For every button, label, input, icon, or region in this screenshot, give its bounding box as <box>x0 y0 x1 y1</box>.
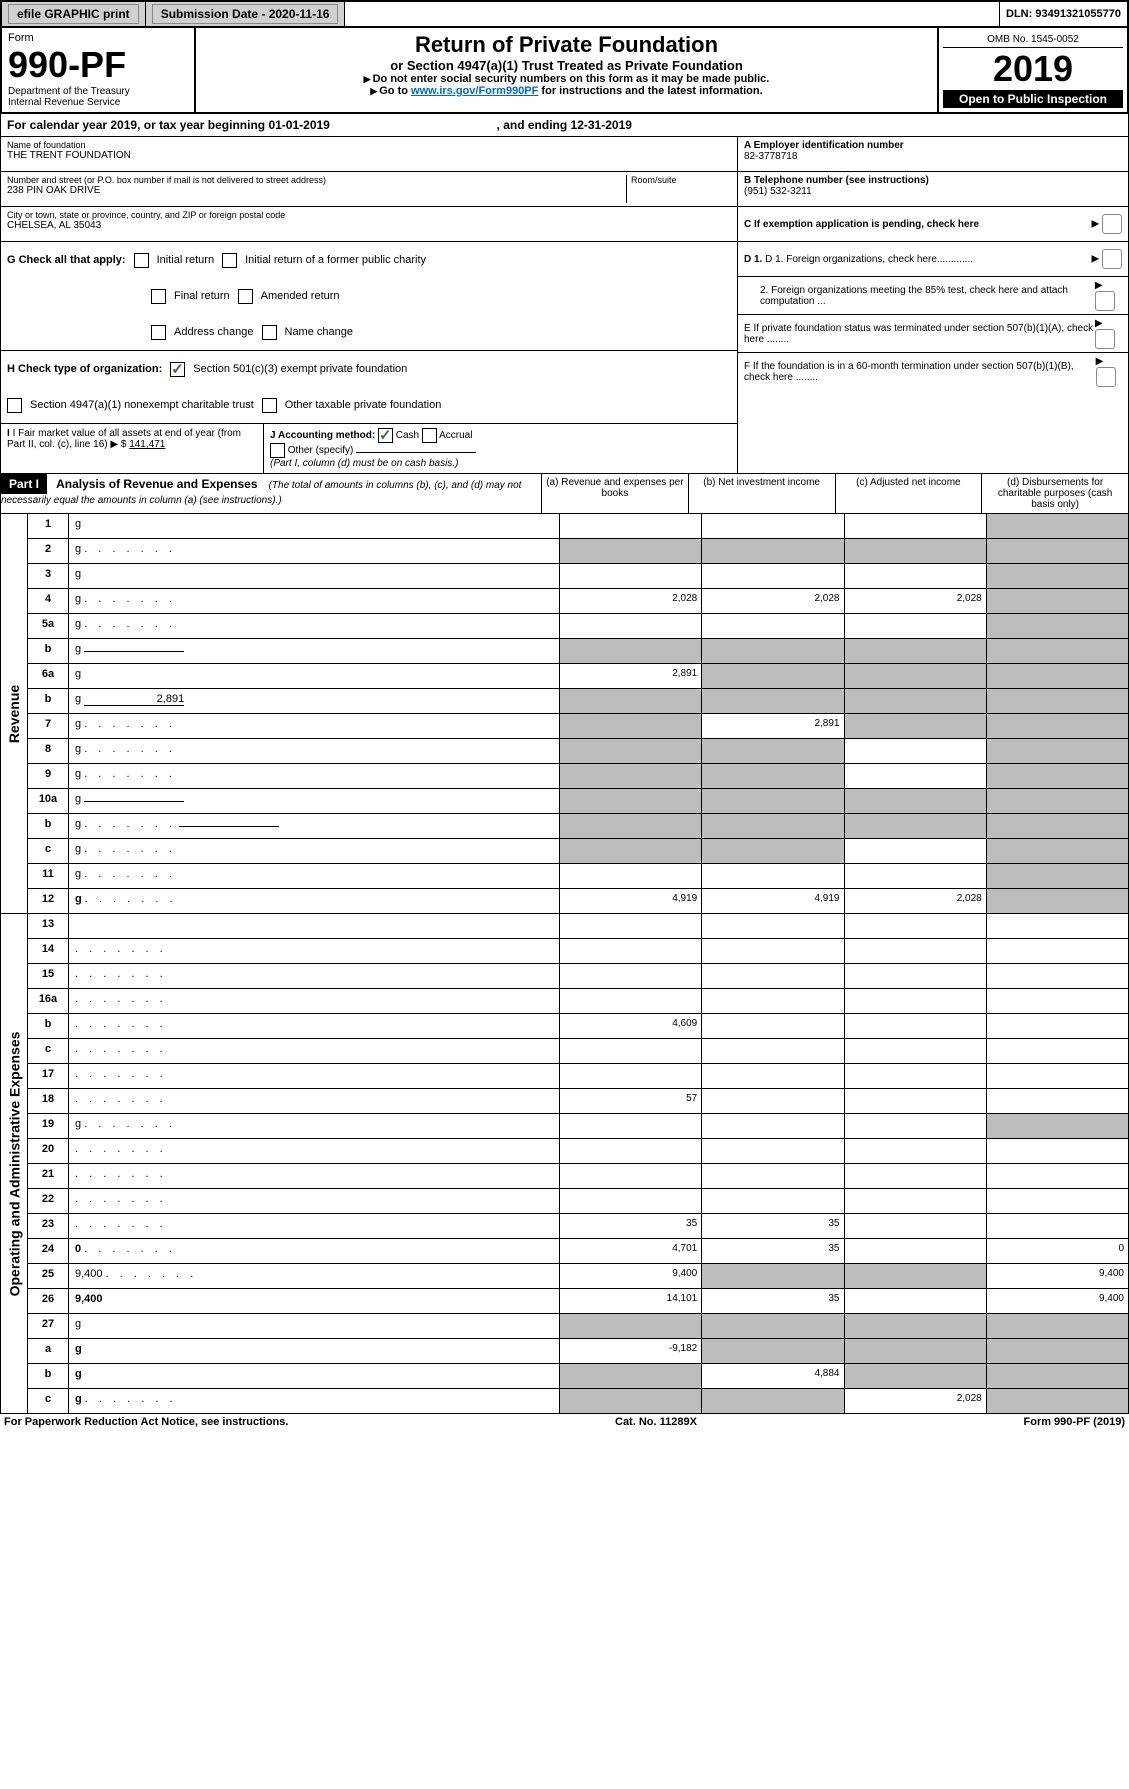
table-row: 9g . . . . . . . <box>28 764 1128 789</box>
efile-button[interactable]: efile GRAPHIC print <box>8 4 139 24</box>
dept-label: Department of the Treasury <box>8 86 188 97</box>
c-checkbox[interactable] <box>1102 214 1122 234</box>
table-row: 14 . . . . . . . <box>28 939 1128 964</box>
table-row: ag-9,182 <box>28 1339 1128 1364</box>
table-row: 259,400 . . . . . . .9,4009,400 <box>28 1264 1128 1289</box>
table-row: cg . . . . . . .2,028 <box>28 1389 1128 1413</box>
table-row: 23 . . . . . . .3535 <box>28 1214 1128 1239</box>
table-row: 11g . . . . . . . <box>28 864 1128 889</box>
table-row: 15 . . . . . . . <box>28 964 1128 989</box>
g-initial-former-checkbox[interactable] <box>222 253 237 268</box>
j-other-checkbox[interactable] <box>270 443 285 458</box>
irs-link[interactable]: www.irs.gov/Form990PF <box>411 85 538 97</box>
table-row: bg4,884 <box>28 1364 1128 1389</box>
fmv-value: 141,471 <box>129 439 165 450</box>
dln-label: DLN: 93491321055770 <box>1000 2 1127 26</box>
col-c-header: (c) Adjusted net income <box>836 474 983 513</box>
table-row: 16a . . . . . . . <box>28 989 1128 1014</box>
h-501c3-checkbox[interactable] <box>170 362 185 377</box>
table-row: c . . . . . . . <box>28 1039 1128 1064</box>
omb-label: OMB No. 1545-0052 <box>943 32 1123 48</box>
d2-checkbox[interactable] <box>1095 291 1115 311</box>
col-b-header: (b) Net investment income <box>689 474 836 513</box>
table-row: 13 <box>28 914 1128 939</box>
table-row: 5ag . . . . . . . <box>28 614 1128 639</box>
form-subtitle: or Section 4947(a)(1) Trust Treated as P… <box>206 58 927 73</box>
e-checkbox[interactable] <box>1095 329 1115 349</box>
table-row: 4g . . . . . . .2,0282,0282,028 <box>28 589 1128 614</box>
table-row: 3g <box>28 564 1128 589</box>
table-row: 21 . . . . . . . <box>28 1164 1128 1189</box>
submission-date-button[interactable]: Submission Date - 2020-11-16 <box>152 4 339 24</box>
foundation-name: THE TRENT FOUNDATION <box>7 150 731 161</box>
telephone: (951) 532-3211 <box>744 186 1122 197</box>
col-a-header: (a) Revenue and expenses per books <box>542 474 689 513</box>
table-row: 240 . . . . . . .4,701350 <box>28 1239 1128 1264</box>
revenue-table: Revenue 1g2g . . . . . . .3g4g . . . . .… <box>0 514 1129 914</box>
table-row: bg . . . . . . . <box>28 814 1128 839</box>
table-row: 20 . . . . . . . <box>28 1139 1128 1164</box>
h-4947-checkbox[interactable] <box>7 398 22 413</box>
form-title: Return of Private Foundation <box>206 32 927 58</box>
top-bar: efile GRAPHIC print Submission Date - 20… <box>0 0 1129 28</box>
calendar-year-row: For calendar year 2019, or tax year begi… <box>0 114 1129 137</box>
table-row: 6ag2,891 <box>28 664 1128 689</box>
h-other-checkbox[interactable] <box>262 398 277 413</box>
table-row: 12g . . . . . . .4,9194,9192,028 <box>28 889 1128 913</box>
col-d-header: (d) Disbursements for charitable purpose… <box>982 474 1128 513</box>
table-row: 269,40014,101359,400 <box>28 1289 1128 1314</box>
table-row: bg <box>28 639 1128 664</box>
expenses-table: Operating and Administrative Expenses 13… <box>0 914 1129 1414</box>
g-final-checkbox[interactable] <box>151 289 166 304</box>
j-accrual-checkbox[interactable] <box>422 428 437 443</box>
table-row: cg . . . . . . . <box>28 839 1128 864</box>
table-row: 27g <box>28 1314 1128 1339</box>
table-row: b . . . . . . .4,609 <box>28 1014 1128 1039</box>
tax-year: 2019 <box>943 48 1123 90</box>
d1-checkbox[interactable] <box>1102 249 1122 269</box>
g-address-checkbox[interactable] <box>151 325 166 340</box>
table-row: 8g . . . . . . . <box>28 739 1128 764</box>
table-row: 1g <box>28 514 1128 539</box>
open-inspection: Open to Public Inspection <box>943 90 1123 108</box>
g-name-checkbox[interactable] <box>262 325 277 340</box>
g-initial-checkbox[interactable] <box>134 253 149 268</box>
form-number: 990-PF <box>8 44 188 86</box>
table-row: 19g . . . . . . . <box>28 1114 1128 1139</box>
table-row: 2g . . . . . . . <box>28 539 1128 564</box>
form-header: Form 990-PF Department of the Treasury I… <box>0 28 1129 114</box>
table-row: 22 . . . . . . . <box>28 1189 1128 1214</box>
irs-label: Internal Revenue Service <box>8 97 188 108</box>
city-state-zip: CHELSEA, AL 35043 <box>7 220 731 231</box>
street-address: 238 PIN OAK DRIVE <box>7 185 622 196</box>
ein: 82-3778718 <box>744 151 1122 162</box>
table-row: 18 . . . . . . .57 <box>28 1089 1128 1114</box>
j-cash-checkbox[interactable] <box>378 428 393 443</box>
form-label: Form <box>8 32 188 44</box>
part-1-header: Part I Analysis of Revenue and Expenses … <box>0 474 1129 514</box>
page-footer: For Paperwork Reduction Act Notice, see … <box>0 1414 1129 1430</box>
f-checkbox[interactable] <box>1096 367 1116 387</box>
info-section: Name of foundation THE TRENT FOUNDATION … <box>0 137 1129 242</box>
table-row: 10ag <box>28 789 1128 814</box>
table-row: bg 2,891 <box>28 689 1128 714</box>
instr-1: Do not enter social security numbers on … <box>373 73 770 85</box>
g-amended-checkbox[interactable] <box>238 289 253 304</box>
table-row: 17 . . . . . . . <box>28 1064 1128 1089</box>
table-row: 7g . . . . . . .2,891 <box>28 714 1128 739</box>
